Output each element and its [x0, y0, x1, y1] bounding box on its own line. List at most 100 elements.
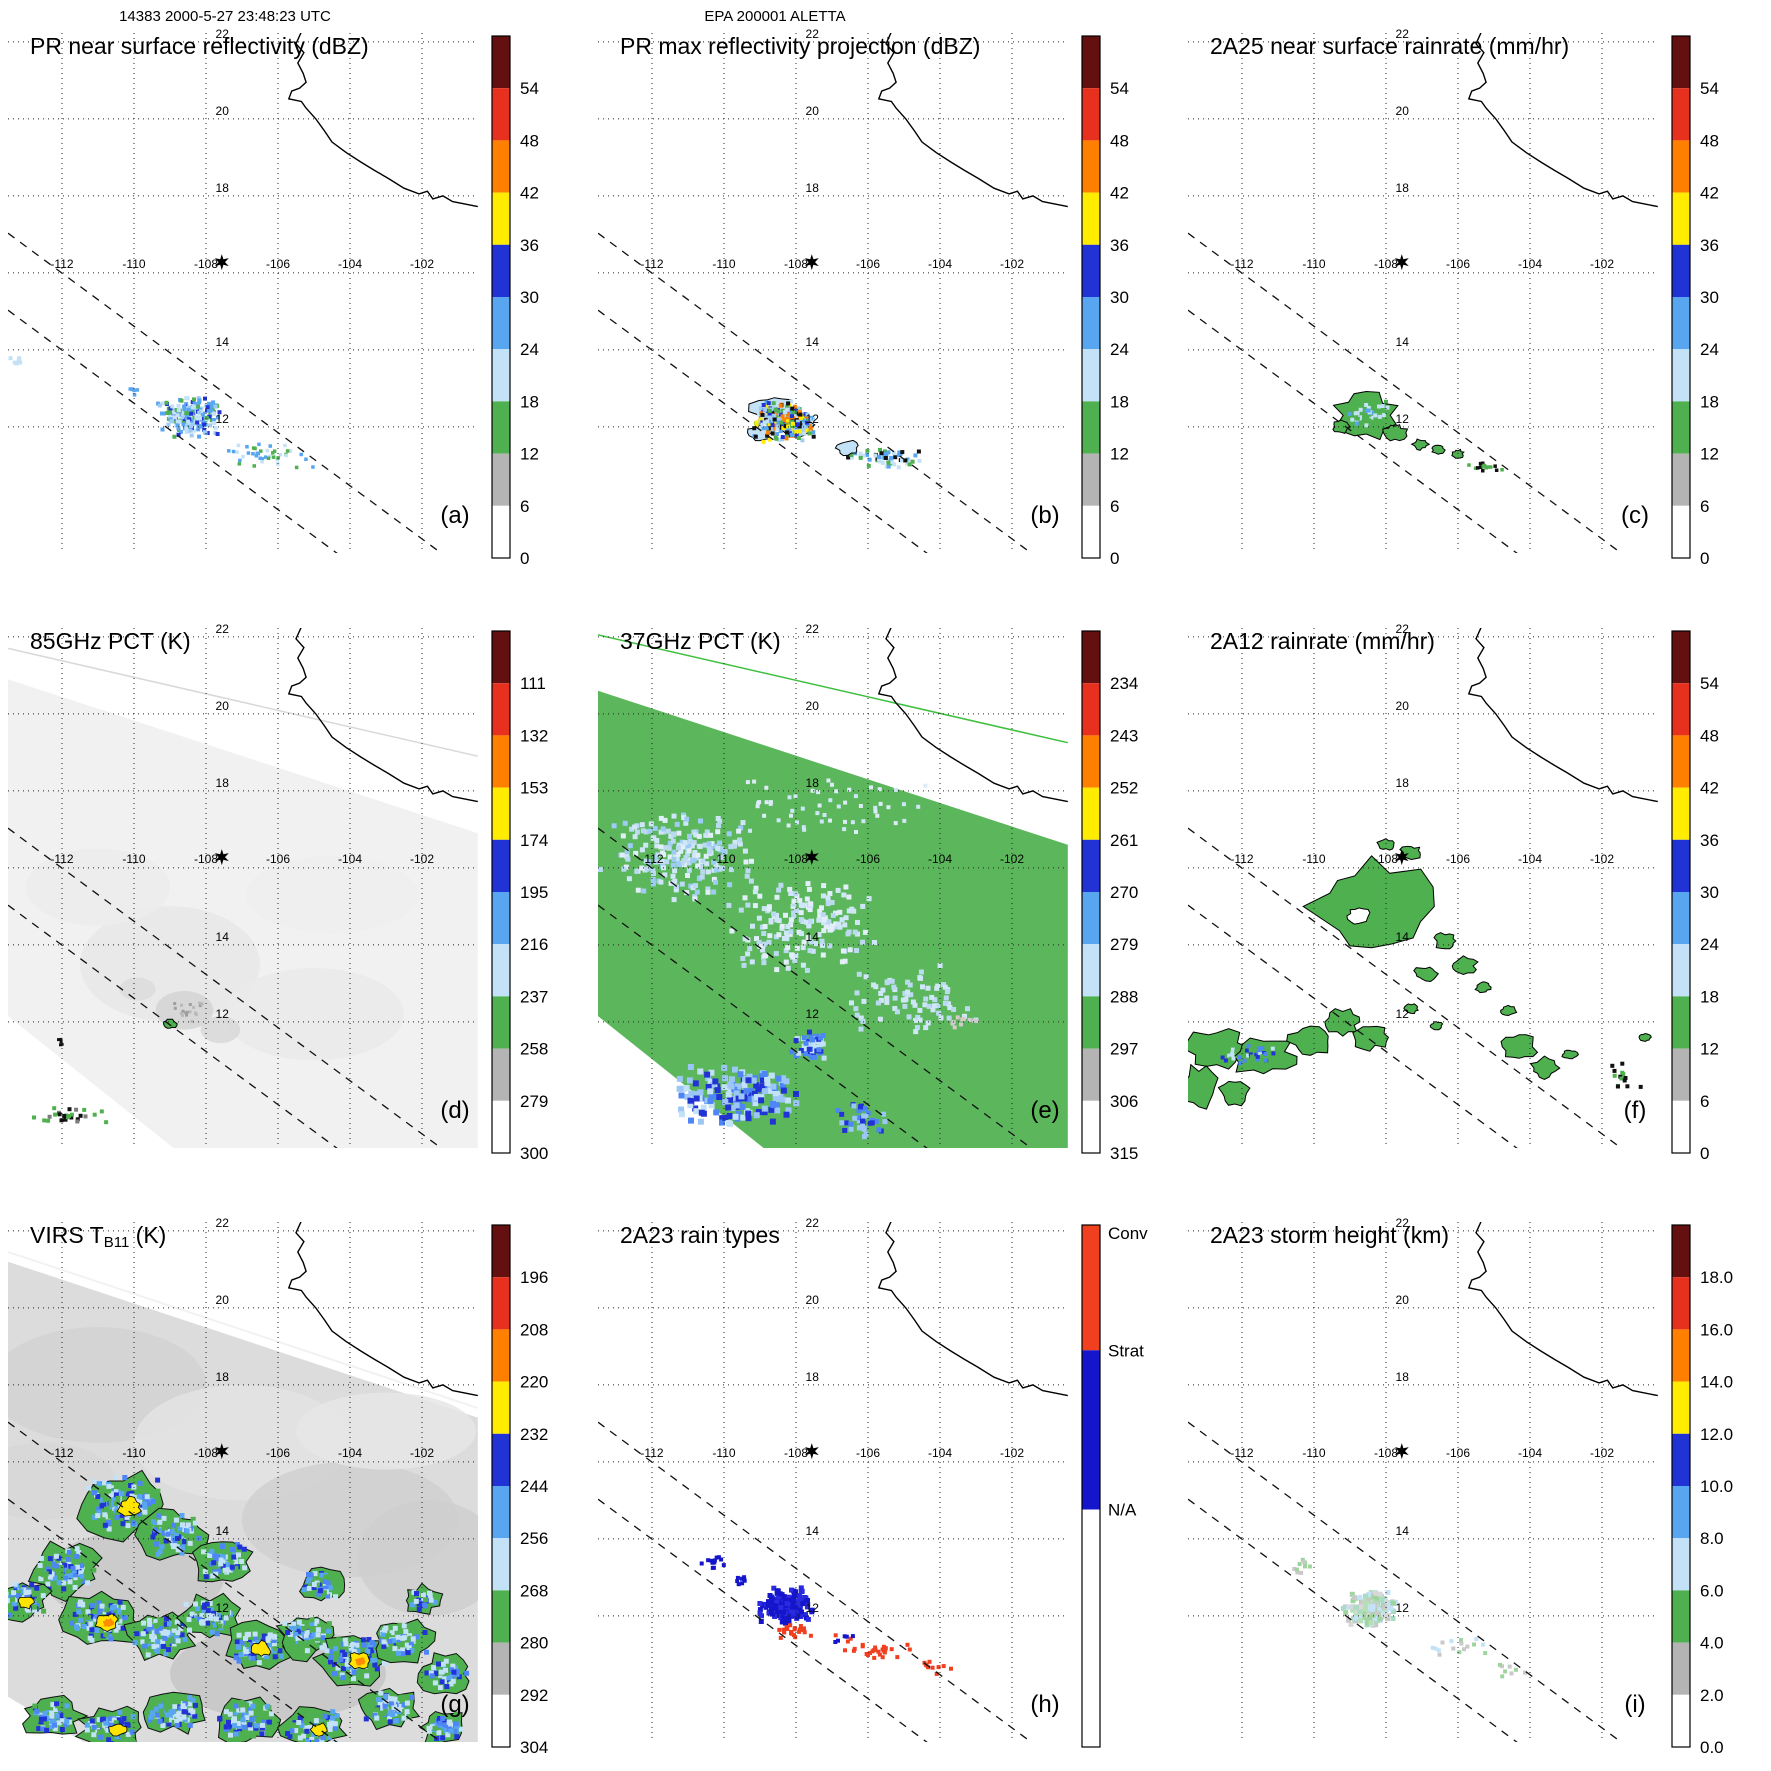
lon-grid-label: -110 [122, 852, 145, 866]
panel-title: 37GHz PCT (K) [620, 628, 781, 654]
colorbar-tick-label: 234 [1110, 674, 1138, 693]
colorbar-frame [1081, 35, 1101, 559]
lon-grid-label: -108 [784, 257, 808, 271]
data-blob [1217, 1080, 1251, 1107]
map-data [1292, 1557, 1527, 1679]
lat-grid-label: 14 [1396, 930, 1410, 944]
lat-grid-label: 18 [1396, 1370, 1410, 1384]
colorbar-tick-label: 243 [1110, 726, 1138, 745]
colorbar-category-label: Conv [1108, 1224, 1148, 1243]
cold-core-spot [116, 1495, 142, 1517]
lon-grid-label: -112 [1230, 257, 1253, 271]
graticule [598, 33, 1068, 553]
lon-grid-label: -108 [1374, 1446, 1398, 1460]
storm-center-marker [214, 254, 229, 271]
data-blob [1332, 419, 1352, 434]
data-blob [1286, 1025, 1329, 1056]
colorbar-frame [491, 630, 511, 1154]
colorbar-tick-label: 174 [520, 831, 548, 850]
lat-grid-label: 14 [1396, 335, 1410, 349]
lat-grid-label: 20 [216, 104, 230, 118]
colorbar-tick-label: 258 [520, 1040, 548, 1059]
pr-swath-edge-line [1188, 1498, 1518, 1742]
lon-grid-label: -104 [1518, 1446, 1542, 1460]
colorbar-i: 18.0 16.0 14.0 12.0 10.0 8.0 6.0 4.0 2.0 0.0 [1671, 1224, 1733, 1757]
panel-letter: (c) [1621, 502, 1649, 529]
panel-f: 22 20 18 14 12 -112 -110 -108 -106 -104 -102 2A12 r… [1188, 622, 1719, 1163]
coastline [1467, 1222, 1658, 1397]
data-blob [1410, 438, 1431, 451]
lat-grid-label: 18 [806, 181, 820, 195]
lon-grid-label: -110 [122, 1446, 145, 1460]
lat-grid-label: 18 [216, 776, 230, 790]
pr-swath-edge-line [598, 1498, 928, 1742]
panel-title: 85GHz PCT (K) [30, 628, 191, 654]
colorbar-tick-label: 300 [520, 1144, 548, 1163]
data-blob [1451, 955, 1479, 976]
lat-grid-label: 20 [1396, 699, 1410, 713]
swath-boundary-line [8, 1251, 478, 1409]
data-blob [834, 439, 859, 457]
lat-grid-label: 20 [806, 699, 820, 713]
colorbar-g: 196 208 220 232 244 256 268 280 292 304 [491, 1224, 548, 1757]
lon-grid-label: -108 [1374, 852, 1398, 866]
pr-swath-edge-line [1188, 232, 1623, 553]
storm-center-marker [804, 849, 819, 866]
pr-swath-edge-line [8, 827, 443, 1148]
lat-grid-label: 18 [1396, 776, 1410, 790]
lon-grid-label: -110 [712, 257, 735, 271]
colorbar-tick-label: 279 [520, 1092, 548, 1111]
panel-title: 2A25 near surface rainrate (mm/hr) [1210, 33, 1569, 59]
colorbar-tick-label: 304 [520, 1738, 548, 1757]
colorbar-tick-label: 14.0 [1700, 1373, 1733, 1392]
colorbar-tick-label: 30 [1110, 288, 1129, 307]
colorbar-tick-label: 54 [1700, 674, 1719, 693]
lat-grid-label: 14 [806, 1524, 820, 1538]
panel-letter: (i) [1624, 1691, 1645, 1718]
lon-grid-label: -108 [1374, 257, 1398, 271]
data-blob [1429, 1021, 1444, 1031]
colorbar-tick-label: 280 [520, 1634, 548, 1653]
map-data [746, 397, 922, 470]
lat-grid-label: 22 [1396, 1216, 1410, 1230]
lon-grid-label: -112 [640, 852, 663, 866]
panel-title: 2A23 storm height (km) [1210, 1222, 1449, 1248]
pr-swath-edge-line [598, 1421, 1033, 1742]
colorbar-tick-label: 297 [1110, 1040, 1138, 1059]
swath-boundary-line [598, 634, 1068, 744]
map-a [8, 33, 478, 553]
lon-grid-label: -102 [1590, 852, 1614, 866]
colorbar-tick-label: 6 [1700, 1092, 1709, 1111]
colorbar-frame [1081, 1224, 1101, 1748]
panel-letter: (g) [440, 1691, 469, 1718]
map-labels: 22 20 18 14 12 -112 -110 -108 -106 -104 -102 85GHz … [30, 622, 470, 1124]
colorbar-tick-label: 30 [1700, 288, 1719, 307]
lat-grid-label: 18 [806, 776, 820, 790]
colorbar-tick-label: 261 [1110, 831, 1138, 850]
pr-swath-edge-line [1188, 1421, 1623, 1742]
colorbar-tick-label: 42 [520, 184, 539, 203]
lon-grid-label: -102 [410, 1446, 434, 1460]
colorbar-tick-label: 279 [1110, 935, 1138, 954]
lon-grid-label: -108 [784, 1446, 808, 1460]
data-blob [1413, 966, 1439, 983]
colorbar-frame [491, 1224, 511, 1748]
data-blob [1474, 981, 1492, 994]
lon-grid-label: -106 [1446, 1446, 1470, 1460]
data-blob [1529, 1055, 1561, 1081]
lon-grid-label: -110 [712, 1446, 735, 1460]
panel-title: 2A23 rain types [620, 1222, 780, 1248]
lon-grid-label: -108 [194, 852, 218, 866]
colorbar-tick-label: 54 [1700, 79, 1719, 98]
lat-grid-label: 12 [806, 412, 820, 426]
lat-grid-label: 20 [1396, 104, 1410, 118]
lon-grid-label: -104 [1518, 257, 1542, 271]
colorbar-tick-label: 292 [520, 1686, 548, 1705]
lat-grid-label: 14 [1396, 1524, 1410, 1538]
data-blob [1638, 1032, 1652, 1043]
graticule [1188, 1222, 1658, 1742]
colorbar-tick-label: 256 [520, 1529, 548, 1548]
lon-grid-label: -108 [784, 852, 808, 866]
colorbar-tick-label: 12 [520, 445, 539, 464]
map-labels: 22 20 18 14 12 -112 -110 -108 -106 -104 -102 PR max… [620, 27, 1060, 529]
